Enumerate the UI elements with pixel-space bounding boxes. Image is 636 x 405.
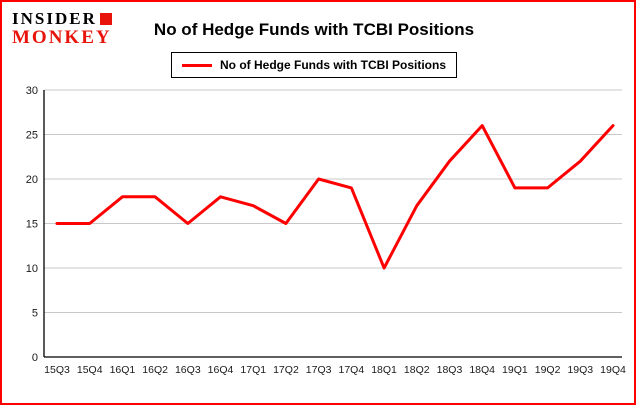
y-tick-label: 10 <box>26 263 38 275</box>
y-tick-label: 15 <box>26 219 38 231</box>
x-tick-label: 15Q4 <box>77 364 103 376</box>
chart-legend: No of Hedge Funds with TCBI Positions <box>171 52 457 78</box>
line-chart: 0 5 10 15 20 25 30 15Q3 15Q4 16Q1 16Q2 16Q3 16Q4 17Q1… <box>26 85 626 376</box>
x-tick-label: 17Q4 <box>339 364 365 376</box>
x-tick-label: 17Q3 <box>306 364 332 376</box>
x-tick-label: 19Q2 <box>535 364 561 376</box>
x-tick-label: 18Q4 <box>469 364 495 376</box>
logo-monkey-text: MONKEY <box>12 26 112 48</box>
x-tick-label: 18Q1 <box>371 364 397 376</box>
x-tick-label: 16Q3 <box>175 364 201 376</box>
x-tick-label: 16Q2 <box>142 364 168 376</box>
x-tick-label: 18Q2 <box>404 364 430 376</box>
logo-insider-text: INSIDER <box>12 9 97 28</box>
insider-monkey-logo: INSIDER MONKEY <box>12 10 112 48</box>
x-tick-label: 16Q4 <box>208 364 234 376</box>
logo-insider-row: INSIDER <box>12 10 112 28</box>
x-tick-label: 17Q2 <box>273 364 299 376</box>
x-tick-label: 19Q4 <box>600 364 626 376</box>
y-tick-label: 30 <box>26 85 38 97</box>
y-tick-label: 20 <box>26 174 38 186</box>
x-tick-label: 19Q3 <box>567 364 593 376</box>
logo-red-square-icon <box>99 12 112 25</box>
y-tick-label: 0 <box>32 352 38 364</box>
x-tick-label: 15Q3 <box>44 364 70 376</box>
data-line-tcbi <box>55 124 615 270</box>
legend-line-swatch <box>182 63 212 67</box>
page-title: No of Hedge Funds with TCBI Positions <box>153 20 475 39</box>
legend-label: No of Hedge Funds with TCBI Positions <box>220 58 446 72</box>
y-tick-label: 25 <box>26 130 38 142</box>
x-tick-label: 16Q1 <box>110 364 136 376</box>
x-tick-label: 18Q3 <box>437 364 463 376</box>
y-tick-label: 5 <box>32 308 38 320</box>
x-tick-label: 19Q1 <box>502 364 528 376</box>
x-tick-label: 17Q1 <box>240 364 266 376</box>
